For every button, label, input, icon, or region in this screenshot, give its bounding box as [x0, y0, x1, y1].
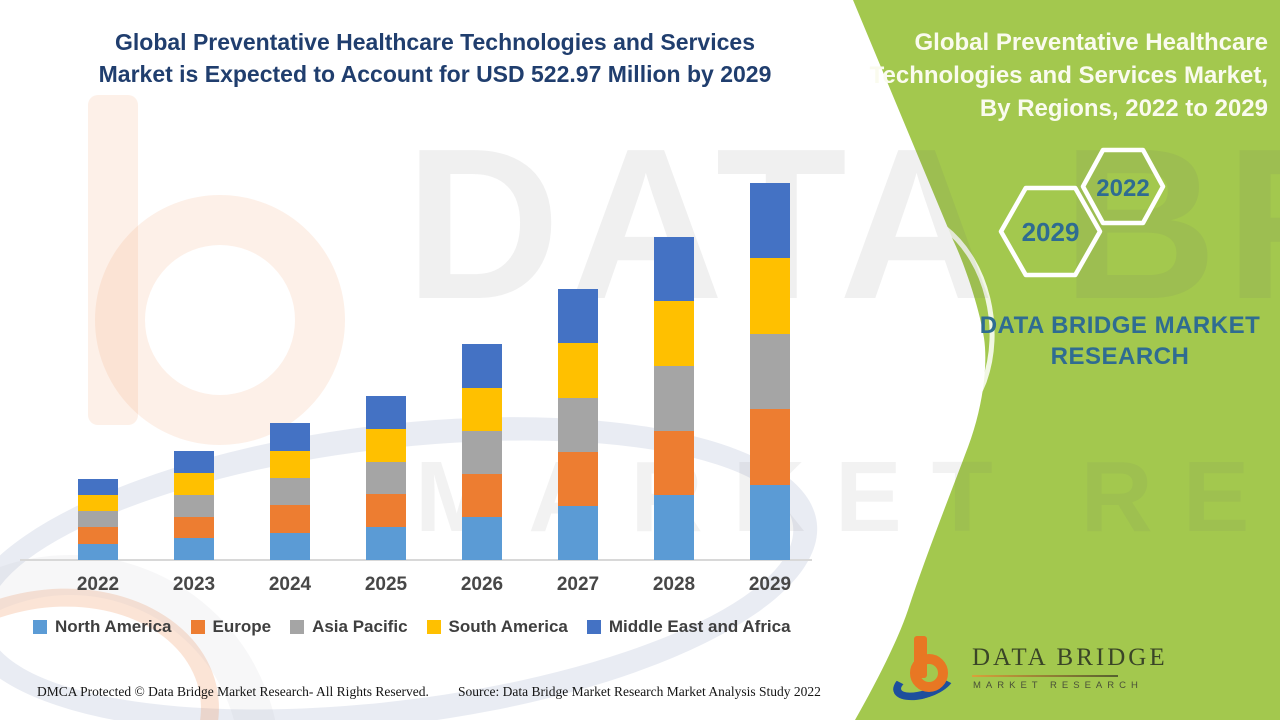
x-axis-label-2027: 2027: [556, 574, 600, 595]
legend-swatch-middle-east-and-africa: [586, 620, 601, 634]
hexagon-2029: [998, 185, 1103, 278]
bar-segment-2025-asia-pacific: [366, 461, 406, 495]
page-title: Global Preventative Healthcare Technolog…: [98, 29, 772, 87]
bar-segment-2028-asia-pacific: [654, 365, 694, 431]
bar-segment-2026-europe: [462, 473, 502, 517]
chart-legend: North America Europe Asia Pacific South Ame…: [33, 617, 791, 637]
bar-segment-2029-middle-east-and-africa: [750, 182, 790, 259]
bar-segment-2025-middle-east-and-africa: [366, 395, 406, 429]
bar-segment-2027-europe: [558, 451, 598, 506]
bar-segment-2029-south-america: [750, 258, 790, 334]
bar-segment-2022-north-america: [78, 543, 118, 560]
bar-segment-2023-asia-pacific: [174, 494, 214, 517]
bar-segment-2027-middle-east-and-africa: [558, 289, 598, 344]
footer-source-text: Source: Data Bridge Market Research Mark…: [458, 684, 821, 699]
bar-segment-2027-north-america: [558, 505, 598, 560]
legend-swatch-europe: [190, 620, 205, 634]
x-axis-label-2024: 2024: [268, 574, 312, 595]
legend-item-europe: Europe: [190, 617, 272, 637]
legend-label-middle-east-and-africa: Middle East and Africa: [608, 617, 791, 636]
bar-segment-2026-north-america: [462, 516, 502, 560]
bar-segment-2025-north-america: [366, 527, 406, 560]
legend-item-south-america: South America: [426, 617, 568, 637]
white-arc-decoration: [943, 226, 995, 433]
x-axis-label-2022: 2022: [76, 574, 120, 595]
x-axis-label-2025: 2025: [364, 574, 408, 595]
x-axis-label-2028: 2028: [652, 574, 696, 595]
bar-segment-2028-north-america: [654, 495, 694, 560]
logo-wordmark: DATA BRIDGE: [972, 644, 1168, 671]
bar-segment-2024-asia-pacific: [270, 478, 310, 506]
bar-segment-2026-south-america: [462, 387, 502, 431]
bar-segment-2029-north-america: [750, 484, 790, 560]
bar-segment-2028-south-america: [654, 301, 694, 366]
bar-segment-2024-middle-east-and-africa: [270, 423, 310, 451]
x-axis-label-2029: 2029: [748, 574, 792, 595]
legend-label-north-america: North America: [55, 617, 172, 636]
bar-segment-2023-north-america: [174, 538, 214, 560]
legend-item-north-america: North America: [33, 617, 172, 637]
bar-segment-2028-middle-east-and-africa: [654, 236, 694, 302]
legend-item-asia-pacific: Asia Pacific: [290, 617, 408, 637]
bar-segment-2024-north-america: [270, 532, 310, 560]
logo-underline: [972, 675, 1118, 677]
bar-segment-2025-europe: [366, 494, 406, 528]
bar-segment-2029-europe: [750, 409, 790, 485]
legend-label-europe: Europe: [212, 617, 272, 636]
bar-segment-2022-south-america: [78, 494, 118, 512]
legend-swatch-north-america: [33, 620, 47, 634]
bar-segment-2023-south-america: [174, 473, 214, 495]
green-panel-path: [853, 0, 1280, 720]
logo-b-bowl: [910, 654, 948, 692]
bar-segment-2024-south-america: [270, 450, 310, 478]
hexagon-years-graphic: 2029 2022: [998, 147, 1166, 278]
side-panel-title: Global Preventative Healthcare Technolog…: [869, 29, 1268, 122]
legend-swatch-south-america: [426, 620, 441, 634]
logo-subtitle: MARKET RESEARCH: [973, 680, 1143, 691]
bar-segment-2026-asia-pacific: [462, 430, 502, 474]
bar-segment-2022-middle-east-and-africa: [78, 478, 118, 495]
x-axis-line: [20, 559, 812, 561]
x-axis-label-2023: 2023: [172, 574, 216, 595]
data-bridge-logo: DATA BRIDGE MARKET RESEARCH: [880, 630, 1165, 710]
legend-item-middle-east-and-africa: Middle East and Africa: [586, 617, 791, 637]
bar-segment-2029-asia-pacific: [750, 333, 790, 410]
hexagon-2029-label: 2029: [1022, 217, 1080, 247]
bar-segment-2022-europe: [78, 527, 118, 544]
legend-label-asia-pacific: Asia Pacific: [312, 617, 408, 636]
bar-segment-2026-middle-east-and-africa: [462, 344, 502, 388]
footer-dmca-text: DMCA Protected © Data Bridge Market Rese…: [37, 684, 429, 699]
bar-segment-2027-asia-pacific: [558, 397, 598, 452]
legend-label-south-america: South America: [448, 617, 568, 636]
bar-segment-2022-asia-pacific: [78, 511, 118, 528]
side-panel-brand-text: DATA BRIDGE MARKET RESEARCH: [979, 312, 1261, 370]
bar-segment-2024-europe: [270, 505, 310, 533]
bar-segment-2023-middle-east-and-africa: [174, 451, 214, 474]
logo-b-icon: [888, 634, 964, 708]
bar-segment-2025-south-america: [366, 428, 406, 462]
hexagon-2022-label: 2022: [1096, 175, 1149, 202]
hexagon-2022: [1080, 147, 1166, 226]
x-axis-label-2026: 2026: [460, 574, 504, 595]
bar-segment-2028-europe: [654, 430, 694, 496]
bar-segment-2027-south-america: [558, 343, 598, 398]
legend-swatch-asia-pacific: [290, 620, 305, 634]
bar-segment-2023-europe: [174, 516, 214, 539]
